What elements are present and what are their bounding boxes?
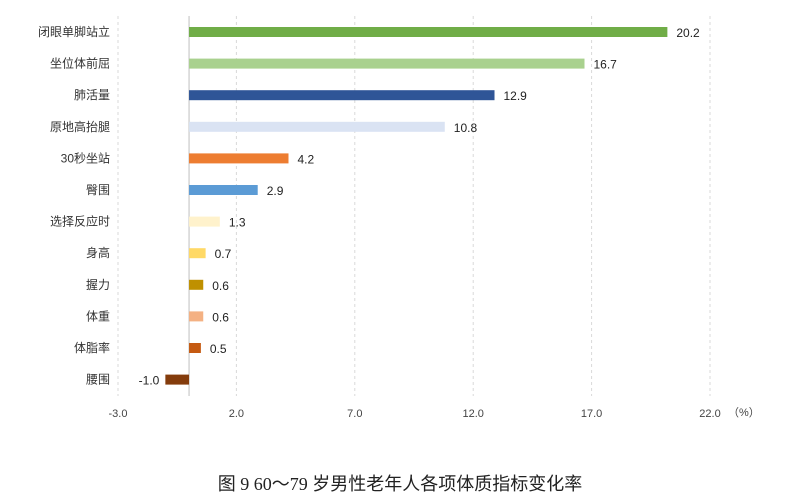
bars xyxy=(165,27,668,385)
bar xyxy=(189,216,220,227)
bar xyxy=(189,27,668,37)
category-label: 体脂率 xyxy=(74,340,110,355)
x-tick-label: 12.0 xyxy=(462,408,483,420)
value-label: 10.8 xyxy=(454,121,478,135)
category-label: 选择反应时 xyxy=(50,214,110,229)
bar xyxy=(189,311,204,322)
value-label: 2.9 xyxy=(267,184,284,198)
bar xyxy=(189,121,445,132)
value-label: 0.7 xyxy=(215,247,232,261)
bar xyxy=(189,185,258,195)
category-label: 臀围 xyxy=(86,183,110,197)
bar xyxy=(189,343,201,353)
category-label: 体重 xyxy=(86,309,110,323)
value-labels: 20.2 16.7 12.9 10.8 4.2 2.9 1.3 0.7 0.6 0.6 0.5 -1.… xyxy=(139,26,700,388)
value-label: 0.6 xyxy=(212,279,229,293)
x-tick-label: 7.0 xyxy=(347,408,362,420)
bar xyxy=(189,58,585,69)
bar xyxy=(189,90,495,101)
category-label: 握力 xyxy=(86,277,110,292)
bar xyxy=(165,374,190,385)
x-tick-label: 17.0 xyxy=(581,408,602,420)
category-label: 闭眼单脚站立 xyxy=(38,24,110,39)
value-label: 1.3 xyxy=(229,216,246,230)
value-label: 0.6 xyxy=(212,310,229,324)
value-label: 16.7 xyxy=(593,58,617,72)
bar xyxy=(189,248,206,259)
unit-label: （%） xyxy=(728,406,760,419)
x-tick-label: -3.0 xyxy=(109,408,128,420)
bar xyxy=(189,153,289,164)
bar xyxy=(189,279,204,290)
category-label: 坐位体前屈 xyxy=(50,56,110,71)
value-label: 0.5 xyxy=(210,342,227,356)
value-label: 20.2 xyxy=(676,26,700,40)
value-label: -1.0 xyxy=(139,374,160,388)
value-label: 4.2 xyxy=(297,152,314,166)
value-label: 12.9 xyxy=(504,89,528,103)
x-tick-label: 22.0 xyxy=(699,408,720,420)
x-axis-ticks: -3.0 2.0 7.0 12.0 17.0 22.0 xyxy=(109,408,721,420)
category-label: 30秒坐站 xyxy=(61,151,110,165)
x-tick-label: 2.0 xyxy=(229,408,244,420)
category-label: 肺活量 xyxy=(74,88,110,102)
grid-lines xyxy=(117,16,711,396)
figure-caption: 图 9 60～79 岁男性老年人各项体质指标变化率 xyxy=(217,474,583,494)
category-label: 原地高抬腿 xyxy=(50,119,110,134)
category-label: 身高 xyxy=(86,245,110,260)
category-label: 腰围 xyxy=(86,373,110,387)
